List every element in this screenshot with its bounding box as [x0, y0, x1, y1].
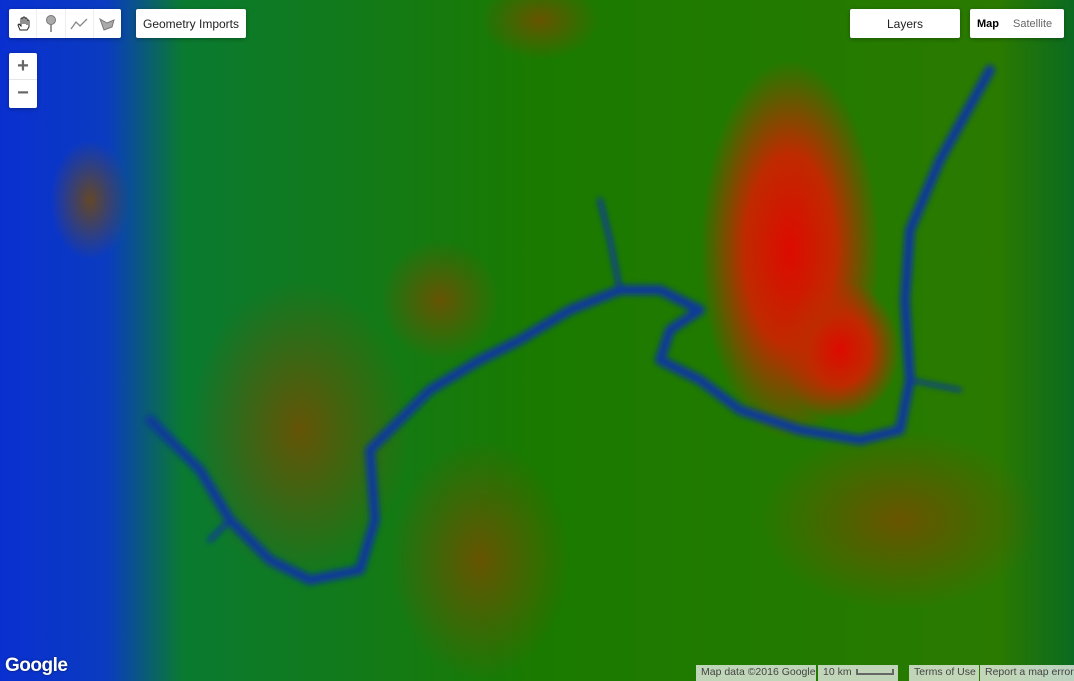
marker-icon[interactable] — [37, 9, 66, 38]
drawing-tools — [9, 9, 121, 38]
google-logo: Google — [5, 655, 68, 676]
polygon-icon[interactable] — [94, 9, 121, 38]
geometry-imports-button[interactable]: Geometry Imports — [136, 9, 246, 38]
layers-button[interactable]: Layers — [850, 9, 960, 38]
zoom-control: + − — [9, 53, 37, 108]
line-icon[interactable] — [66, 9, 94, 38]
map-data-attribution: Map data ©2016 Google — [696, 665, 816, 681]
zoom-out-button[interactable]: − — [17, 82, 29, 104]
scale-control[interactable]: 10 km — [818, 665, 898, 681]
scale-label: 10 km — [823, 666, 852, 678]
map-type-satellite[interactable]: Satellite — [1013, 17, 1053, 30]
map-type-control: Map Satellite — [970, 9, 1064, 38]
terms-of-use-link[interactable]: Terms of Use — [909, 665, 979, 681]
pan-hand-icon[interactable] — [9, 9, 38, 38]
scale-bar — [855, 669, 894, 676]
zoom-in-button[interactable]: + — [9, 53, 37, 80]
report-map-error-link[interactable]: Report a map error — [980, 665, 1074, 681]
map-type-map[interactable]: Map — [977, 17, 999, 30]
